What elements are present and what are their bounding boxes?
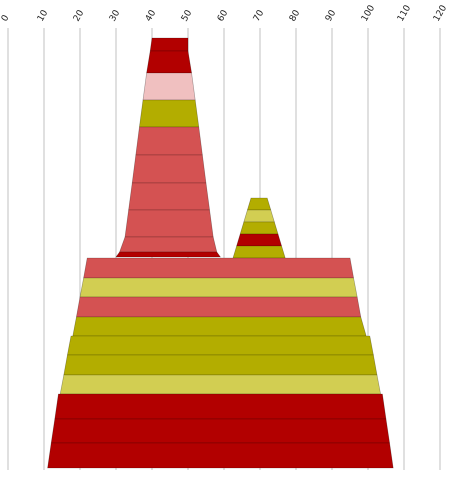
- tick-label-50: 50: [180, 8, 195, 23]
- tick-label-10: 10: [36, 8, 51, 23]
- band-1-10: [115, 251, 221, 258]
- tick-label-120: 120: [432, 3, 449, 23]
- band-3-2: [79, 277, 358, 298]
- band-3-6: [63, 354, 378, 376]
- band-layer: [47, 37, 394, 469]
- tick-label-100: 100: [360, 3, 377, 23]
- band-2-3: [239, 221, 279, 235]
- band-3-10: [47, 442, 394, 469]
- tick-label-80: 80: [288, 8, 303, 23]
- band-1-1: [149, 37, 189, 52]
- tick-label-70: 70: [252, 8, 267, 23]
- tick-label-60: 60: [216, 8, 231, 23]
- tick-label-110: 110: [396, 3, 413, 23]
- band-3-9: [50, 418, 390, 444]
- band-1-7: [128, 182, 210, 211]
- band-2-5: [232, 245, 286, 259]
- tick-label-90: 90: [324, 8, 339, 23]
- band-3-7: [59, 374, 381, 395]
- tick-label-30: 30: [108, 8, 123, 23]
- band-3-4: [72, 316, 367, 337]
- band-3-5: [67, 335, 374, 356]
- tick-label-40: 40: [144, 8, 159, 23]
- band-2-2: [243, 209, 275, 223]
- tick-label-0: 0: [0, 13, 12, 23]
- band-3-8: [54, 393, 387, 420]
- band-3-3: [76, 296, 362, 318]
- band-1-5: [135, 126, 203, 156]
- band-3-1: [83, 257, 354, 279]
- tick-label-20: 20: [72, 8, 87, 23]
- band-2-4: [236, 233, 283, 247]
- band-1-3: [142, 72, 196, 101]
- band-1-4: [139, 99, 200, 128]
- band-1-2: [146, 50, 192, 74]
- tick-label-layer: 0 10 20 30 40 50 60 70 80 90 100 110 120: [0, 3, 449, 23]
- band-2-1: [246, 197, 272, 211]
- band-1-6: [131, 154, 207, 184]
- band-1-9: [119, 236, 218, 253]
- band-1-8: [124, 209, 214, 238]
